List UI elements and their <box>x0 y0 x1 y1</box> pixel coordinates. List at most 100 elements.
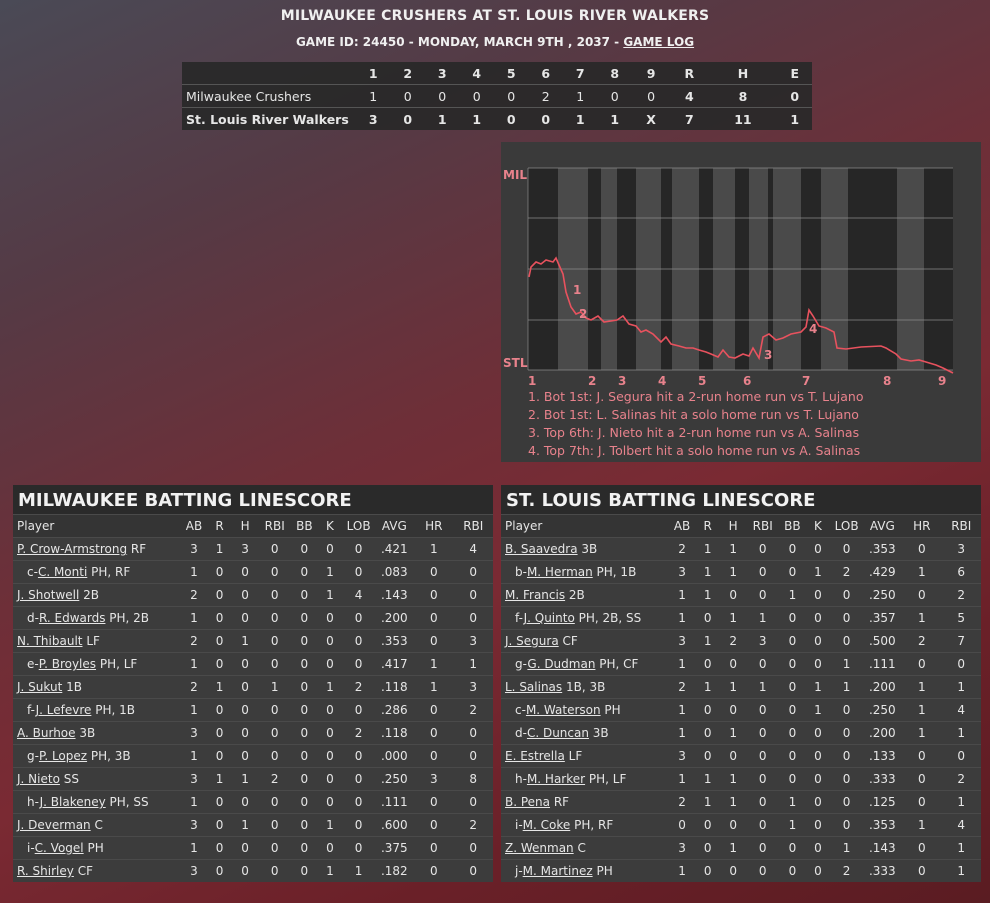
player-name-link[interactable]: J. Lefevre <box>35 703 92 717</box>
win-probability-panel: MIL STL 1 2 3 4 1 2 3 4 5 6 7 8 9 1. Bot 1st: J. Segur… <box>501 142 981 462</box>
player-cell: L. Salinas 1B, 3B <box>501 675 670 699</box>
player-position: PH <box>604 703 621 717</box>
line-score-cell: 0 <box>597 84 632 108</box>
milwaukee-batting-table: Player AB R H RBI BB K LOB AVG HR RBI P. Crow-Armst… <box>13 514 493 882</box>
stat-cell: 1 <box>694 767 721 791</box>
player-name-link[interactable]: M. Martinez <box>522 864 593 878</box>
player-name-link[interactable]: L. Salinas <box>505 680 563 694</box>
player-sub-prefix: d- <box>27 611 39 625</box>
line-score-cell: 1 <box>356 84 391 108</box>
stat-cell: 0 <box>232 675 258 699</box>
stat-cell: 1 <box>181 836 207 860</box>
stat-cell: 0 <box>414 629 454 653</box>
batting-col-header: HR <box>902 514 942 538</box>
stat-cell: 1 <box>181 698 207 722</box>
player-name-link[interactable]: B. Saavedra <box>505 542 578 556</box>
player-cell: J. Segura CF <box>501 629 670 653</box>
stat-cell: 0 <box>232 790 258 814</box>
stat-cell: 1 <box>720 836 746 860</box>
stat-cell: .133 <box>862 744 903 768</box>
player-name-link[interactable]: M. Waterson <box>525 703 601 717</box>
player-name-link[interactable]: J. Blakeney <box>39 795 106 809</box>
stat-cell: .200 <box>374 606 415 630</box>
stat-cell: 1 <box>342 859 375 882</box>
player-cell: i-C. Vogel PH <box>13 836 182 860</box>
stat-cell: 1 <box>232 629 258 653</box>
player-sub-prefix: j- <box>515 864 523 878</box>
stlouis-batting-title: ST. LOUIS BATTING LINESCORE <box>501 485 981 514</box>
player-name-link[interactable]: C. Monti <box>37 565 88 579</box>
stat-cell: 4 <box>342 583 375 607</box>
stat-cell: 3 <box>181 721 207 745</box>
player-name-link[interactable]: P. Crow-Armstrong <box>17 542 128 556</box>
stat-cell: 0 <box>745 652 780 676</box>
stat-cell: 0 <box>805 606 831 630</box>
stat-cell: 0 <box>257 836 292 860</box>
player-name-link[interactable]: E. Estrella <box>505 749 565 763</box>
stat-cell: 0 <box>830 537 863 561</box>
stat-cell: 0 <box>257 537 292 561</box>
player-name-link[interactable]: A. Burhoe <box>17 726 76 740</box>
player-name-link[interactable]: B. Pena <box>505 795 551 809</box>
stlouis-batting-panel: ST. LOUIS BATTING LINESCORE Player AB R H RB… <box>501 485 981 882</box>
stat-cell: 0 <box>779 675 806 699</box>
stat-cell: 0 <box>317 767 343 791</box>
stat-cell: .118 <box>374 721 415 745</box>
player-name-link[interactable]: R. Edwards <box>38 611 106 625</box>
player-cell: J. Nieto SS <box>13 767 182 791</box>
player-name-link[interactable]: M. Coke <box>522 818 571 832</box>
stat-cell: 1 <box>669 767 695 791</box>
stat-cell: 0 <box>745 583 780 607</box>
player-name-link[interactable]: P. Lopez <box>38 749 88 763</box>
player-name-link[interactable]: J. Deverman <box>17 818 91 832</box>
game-id-date: GAME ID: 24450 - MONDAY, MARCH 9TH , 203… <box>295 35 624 49</box>
stat-cell: 1 <box>669 698 695 722</box>
player-name-link[interactable]: R. Shirley <box>17 864 74 878</box>
line-score-cell: 1 <box>790 111 800 127</box>
player-name-link[interactable]: P. Broyles <box>38 657 97 671</box>
stat-cell: .500 <box>862 629 903 653</box>
game-log-link[interactable]: GAME LOG <box>623 35 695 49</box>
player-name-link[interactable]: N. Thibault <box>17 634 83 648</box>
table-row: i-M. Coke PH, RF 0 0 0 0 1 0 0.353 1 4 <box>501 813 981 837</box>
stat-cell: 1 <box>694 560 721 584</box>
stat-cell: 1 <box>694 537 721 561</box>
stat-cell: 0 <box>745 560 780 584</box>
player-cell: j-M. Martinez PH <box>501 859 670 882</box>
player-name-link[interactable]: C. Vogel <box>34 841 84 855</box>
player-name-link[interactable]: J. Nieto <box>17 772 60 786</box>
stat-cell: 0 <box>257 629 292 653</box>
stat-cell: 0 <box>720 698 746 722</box>
player-cell: i-M. Coke PH, RF <box>501 813 670 837</box>
player-name-link[interactable]: J. Segura <box>505 634 559 648</box>
player-name-link[interactable]: G. Dudman <box>527 657 596 671</box>
stat-cell: 0 <box>745 767 780 791</box>
player-name-link[interactable]: J. Sukut <box>17 680 63 694</box>
player-position: PH, LF <box>99 657 138 671</box>
table-row: b-M. Herman PH, 1B 3 1 1 0 0 1 2.429 1 6 <box>501 560 981 584</box>
player-name-link[interactable]: M. Harker <box>526 772 586 786</box>
player-name-link[interactable]: J. Quinto <box>523 611 575 625</box>
stat-cell: 7 <box>941 629 981 653</box>
player-position: 3B <box>581 542 598 556</box>
stat-cell: 3 <box>181 813 207 837</box>
player-name-link[interactable]: M. Herman <box>526 565 593 579</box>
player-name-link[interactable]: C. Duncan <box>526 726 589 740</box>
inning-label: 5 <box>698 374 706 388</box>
win-probability-notes: 1. Bot 1st: J. Segura hit a 2-run home r… <box>528 388 863 460</box>
stat-cell: 0 <box>805 537 831 561</box>
stat-cell: 0 <box>414 836 454 860</box>
stat-cell: 0 <box>257 652 292 676</box>
stat-cell: 0 <box>291 537 318 561</box>
stat-cell: 0 <box>206 560 233 584</box>
stat-cell: 0 <box>902 859 942 882</box>
stat-cell: 0 <box>317 629 343 653</box>
stat-cell: 3 <box>669 560 695 584</box>
player-name-link[interactable]: M. Francis <box>505 588 566 602</box>
stat-cell: 0 <box>902 790 942 814</box>
table-row: J. Deverman C 3 0 1 0 0 1 0.600 0 2 <box>13 813 493 837</box>
stat-cell: 0 <box>694 744 721 768</box>
player-name-link[interactable]: Z. Wenman <box>505 841 574 855</box>
player-name-link[interactable]: J. Shotwell <box>17 588 80 602</box>
line-score-cell: 0 <box>390 84 425 108</box>
